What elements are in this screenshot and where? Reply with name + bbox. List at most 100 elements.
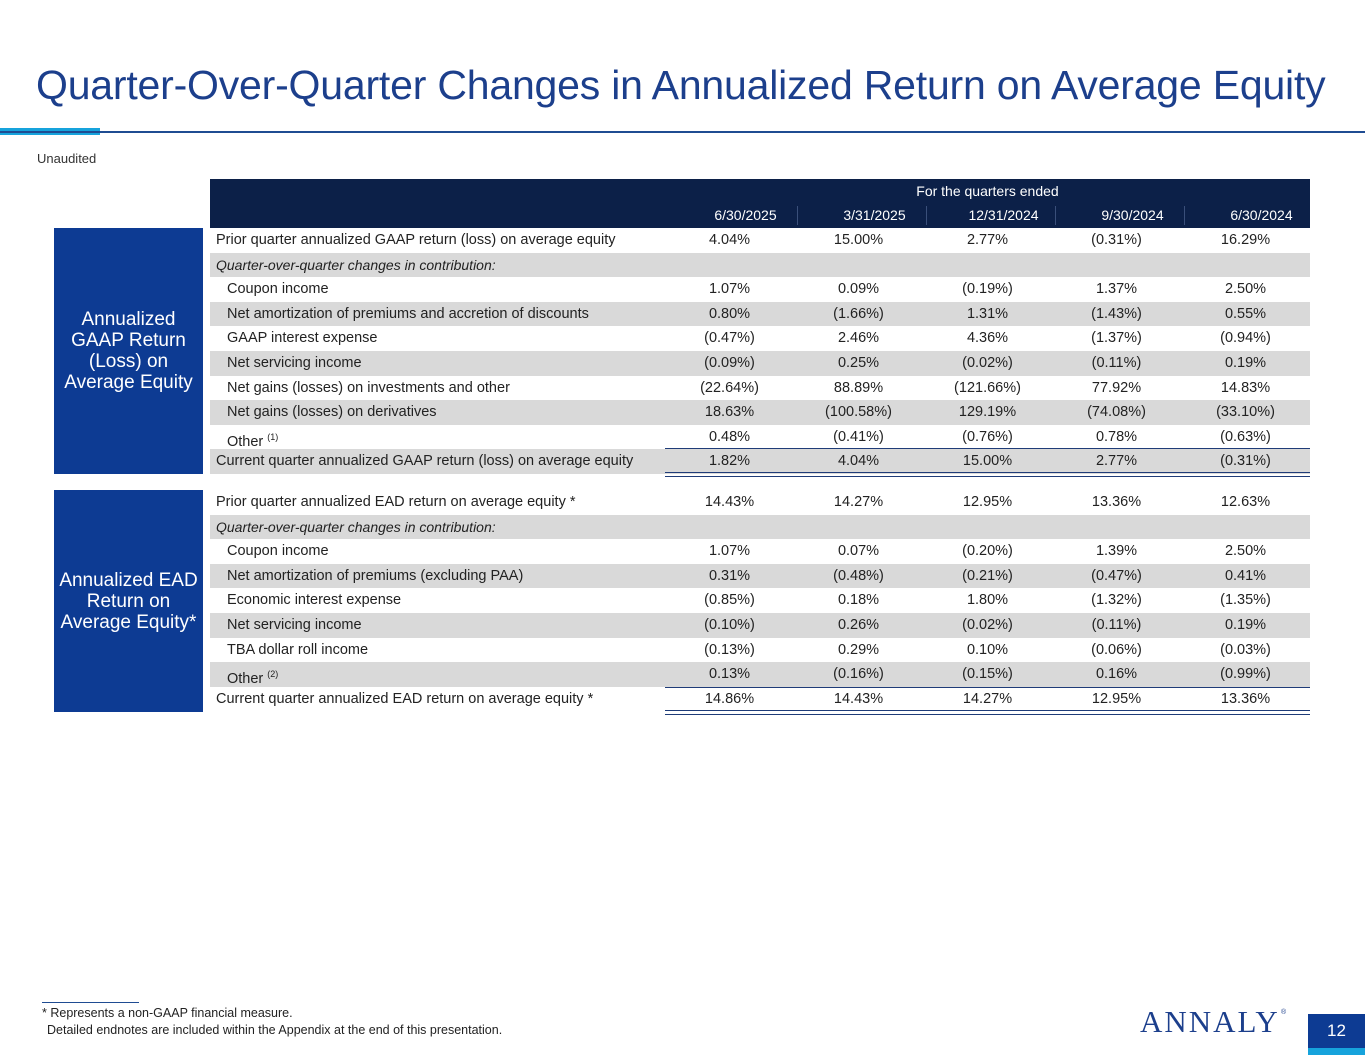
ead-section-label: Annualized EAD Return on Average Equity* xyxy=(54,490,203,712)
table-row: GAAP interest expense (0.47%) 2.46% 4.36% (1… xyxy=(210,326,1310,351)
value-cell: (33.10%) xyxy=(1216,404,1275,421)
row-label-text: Net gains (losses) on derivatives xyxy=(227,404,437,421)
value-cell: (0.16%) xyxy=(833,666,884,683)
value-cell: (0.11%) xyxy=(1091,355,1142,371)
value-cell: 2.50% xyxy=(1224,281,1267,298)
gaap-total-double-rule xyxy=(665,472,1310,477)
value-cell: 2.46% xyxy=(837,330,880,347)
footnote-endnotes: Detailed endnotes are included within th… xyxy=(47,1023,503,1037)
row-label-text: Other xyxy=(227,433,264,450)
row-label-text: Net amortization of premiums and accreti… xyxy=(227,305,589,322)
row-label-text: Net amortization of premiums (excluding … xyxy=(227,567,524,584)
table-row: Net amortization of premiums and accreti… xyxy=(210,301,1310,327)
row-label: Economic interest expense xyxy=(227,588,401,613)
value-cell: (0.21%) xyxy=(962,567,1013,584)
value-cell: (0.20%) xyxy=(962,543,1013,560)
column-separator xyxy=(1184,206,1185,225)
table-row: Other (2) 0.13% (0.16%) (0.15%) 0.16% (0.99%) xyxy=(210,662,1310,687)
value-cell: 2.50% xyxy=(1224,543,1267,560)
value-cell: (1.66%) xyxy=(833,305,884,322)
logo-registered-mark: ® xyxy=(1281,1009,1287,1016)
value-cell: (0.48%) xyxy=(833,567,884,584)
value-cell: 0.09% xyxy=(837,281,880,298)
ead-total-double-rule xyxy=(665,710,1310,715)
footnote-rule xyxy=(42,1002,139,1003)
value-cell: (0.85%) xyxy=(704,592,755,609)
table-row: Quarter-over-quarter changes in contribu… xyxy=(210,252,1310,278)
column-header-date: 9/30/2024 xyxy=(1101,207,1164,223)
value-cell: 0.16% xyxy=(1095,666,1138,683)
value-cell: (0.02%) xyxy=(962,355,1013,371)
value-cell: 0.48% xyxy=(708,428,751,445)
value-cell: 0.10% xyxy=(966,641,1009,658)
value-cell: (0.47%) xyxy=(704,330,755,347)
row-label: Current quarter annualized GAAP return (… xyxy=(216,449,633,474)
gaap-total-top-rule xyxy=(665,448,1310,449)
title-rule xyxy=(0,131,1365,133)
value-cell: 0.41% xyxy=(1224,567,1267,584)
row-label-text: Net gains (losses) on investments and ot… xyxy=(227,379,510,396)
value-cell: (0.02%) xyxy=(962,617,1013,633)
value-cell: 0.18% xyxy=(837,592,880,609)
table-row: Net gains (losses) on investments and ot… xyxy=(210,376,1310,401)
row-label: Net amortization of premiums (excluding … xyxy=(227,564,523,589)
value-cell: (0.13%) xyxy=(704,641,755,658)
value-cell: (0.99%) xyxy=(1220,666,1271,683)
table-header-dates: 6/30/2025 3/31/2025 12/31/2024 9/30/2024 6/3… xyxy=(210,203,1310,228)
value-cell: (0.19%) xyxy=(962,281,1013,298)
value-cell: 0.19% xyxy=(1224,617,1267,633)
span-header-label: For the quarters ended xyxy=(916,183,1059,199)
value-cell: (0.03%) xyxy=(1220,641,1271,658)
value-cell: 1.07% xyxy=(708,543,751,560)
value-cell: (1.35%) xyxy=(1220,592,1271,609)
value-cell: (1.37%) xyxy=(1091,330,1142,347)
value-cell: (121.66%) xyxy=(954,379,1021,396)
value-cell: 4.36% xyxy=(966,330,1009,347)
column-header-date: 6/30/2024 xyxy=(1230,207,1293,223)
value-cell: 1.82% xyxy=(708,453,751,470)
table-header-span: For the quarters ended xyxy=(210,179,1310,203)
row-label: Prior quarter annualized GAAP return (lo… xyxy=(216,228,616,253)
value-cell: 12.95% xyxy=(962,494,1013,510)
row-label-text: Quarter-over-quarter changes in contribu… xyxy=(216,518,496,535)
value-cell: 88.89% xyxy=(833,379,884,396)
value-cell: 18.63% xyxy=(704,404,755,421)
value-cell: (0.76%) xyxy=(962,428,1013,445)
value-cell: 13.36% xyxy=(1091,494,1142,510)
gaap-section-label: Annualized GAAP Return (Loss) on Average… xyxy=(54,228,203,474)
table-row: Current quarter annualized EAD return on… xyxy=(210,687,1310,712)
value-cell: 0.29% xyxy=(837,641,880,658)
value-cell: 0.13% xyxy=(708,666,751,683)
column-header-date: 3/31/2025 xyxy=(843,207,906,223)
value-cell: 0.78% xyxy=(1095,428,1138,445)
value-cell: 0.80% xyxy=(708,305,751,322)
page-number-accent xyxy=(1308,1048,1365,1055)
value-cell: 1.39% xyxy=(1095,543,1138,560)
value-cell: (22.64%) xyxy=(700,379,759,396)
value-cell: 14.43% xyxy=(704,494,755,510)
table-row: Prior quarter annualized EAD return on a… xyxy=(210,490,1310,515)
value-cell: 2.77% xyxy=(966,232,1009,248)
row-label-text: Coupon income xyxy=(227,281,329,298)
table-row: Net gains (losses) on derivatives 18.63% (… xyxy=(210,400,1310,425)
table-row: Other (1) 0.48% (0.41%) (0.76%) 0.78% (0.63%) xyxy=(210,425,1310,450)
value-cell: (0.31%) xyxy=(1220,453,1271,470)
row-label: Net servicing income xyxy=(227,613,362,638)
value-cell: 4.04% xyxy=(837,453,880,470)
value-cell: (0.10%) xyxy=(704,617,755,633)
value-cell: 12.95% xyxy=(1091,690,1142,707)
value-cell: 16.29% xyxy=(1220,232,1271,248)
row-label: Coupon income xyxy=(227,539,329,564)
value-cell: 14.83% xyxy=(1220,379,1271,396)
row-label: Quarter-over-quarter changes in contribu… xyxy=(216,253,496,278)
value-cell: (0.47%) xyxy=(1091,567,1142,584)
row-label-text: Economic interest expense xyxy=(227,592,402,609)
value-cell: (0.63%) xyxy=(1220,428,1271,445)
row-label-text: Quarter-over-quarter changes in contribu… xyxy=(216,256,496,273)
value-cell: 0.07% xyxy=(837,543,880,560)
row-label: Net gains (losses) on derivatives xyxy=(227,400,437,425)
table-row: Net servicing income (0.09%) 0.25% (0.02%) (… xyxy=(210,351,1310,376)
ead-total-top-rule xyxy=(665,687,1310,688)
value-cell: (0.06%) xyxy=(1091,641,1142,658)
table-row: Coupon income 1.07% 0.07% (0.20%) 1.39% 2.50% xyxy=(210,539,1310,564)
